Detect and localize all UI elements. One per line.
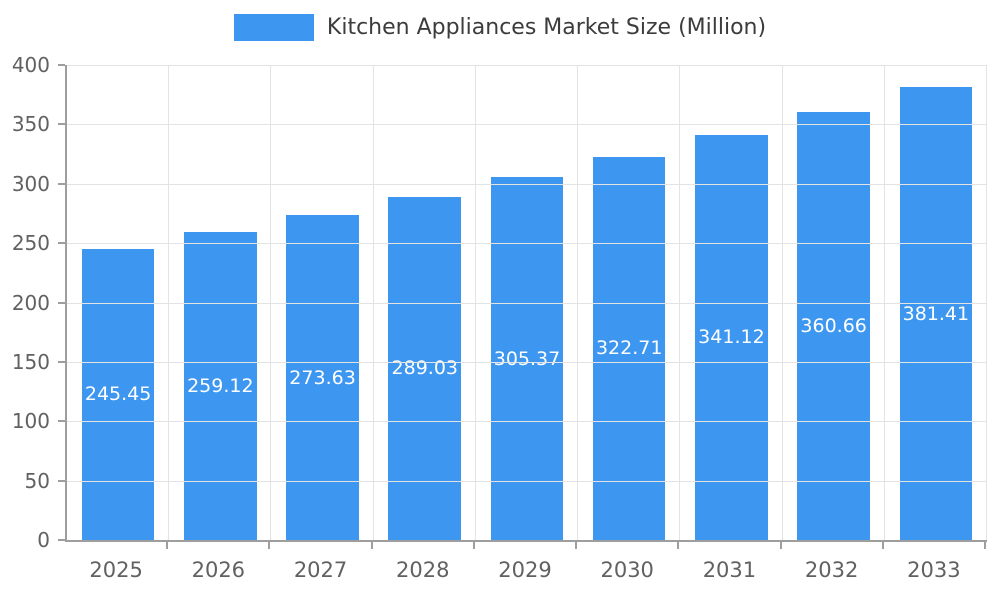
- gridline-horizontal: [67, 183, 987, 185]
- x-tick-label: 2026: [191, 558, 246, 582]
- x-axis: 2025 2026 2027 2028 2029 2030 2031 2032 2033: [65, 542, 986, 592]
- y-axis: 0 50 100 150 200 250 300 350 400: [0, 0, 65, 600]
- gridline-vertical: [679, 65, 681, 540]
- x-tick-mark: [268, 542, 271, 549]
- gridline-vertical: [372, 65, 374, 540]
- chart-legend: Kitchen Appliances Market Size (Million): [0, 14, 1000, 41]
- y-tick-mark: [58, 360, 65, 363]
- gridline-vertical: [781, 65, 783, 540]
- y-tick-label: 250: [11, 231, 50, 256]
- chart-title: Kitchen Appliances Market Size (Million): [326, 15, 767, 40]
- x-tick-label: 2030: [600, 558, 654, 582]
- y-tick-mark: [58, 420, 65, 423]
- y-tick-mark: [58, 479, 65, 482]
- x-tick-mark: [370, 542, 373, 549]
- y-tick-label: 350: [11, 112, 50, 137]
- bar-slot: 322.71: [578, 65, 680, 540]
- bar: 273.63: [286, 215, 359, 540]
- x-tick-mark: [575, 542, 578, 549]
- x-tick-mark: [166, 542, 169, 549]
- bar-slot: 259.12: [169, 65, 271, 540]
- bar-slot: 381.41: [885, 65, 987, 540]
- gridline-vertical: [168, 65, 170, 540]
- bar-value-label: 259.12: [187, 375, 254, 398]
- gridline-vertical: [883, 65, 885, 540]
- x-tick-mark: [677, 542, 680, 549]
- y-tick-label: 200: [11, 290, 50, 315]
- bar: 360.66: [797, 111, 870, 540]
- gridline-vertical: [474, 65, 476, 540]
- x-tick-label: 2033: [907, 558, 961, 582]
- legend-swatch: [233, 14, 314, 41]
- y-tick-label: 100: [11, 409, 50, 434]
- gridline-vertical: [986, 65, 987, 540]
- y-tick-mark: [58, 64, 65, 66]
- plot-area: 245.45 259.12 273.63 289.03 305.37 322.71 341.…: [65, 65, 987, 542]
- bar-value-label: 360.66: [800, 314, 867, 337]
- bar-slot: 360.66: [783, 65, 885, 540]
- x-tick-mark: [984, 542, 986, 549]
- bar-value-label: 305.37: [493, 347, 561, 370]
- x-tick-mark: [472, 542, 475, 549]
- x-tick-label: 2032: [804, 558, 859, 582]
- gridline-horizontal: [67, 243, 987, 245]
- bar: 341.12: [695, 134, 768, 540]
- x-tick-label: 2027: [293, 558, 348, 582]
- bar: 245.45: [81, 248, 155, 540]
- y-tick-label: 300: [11, 171, 50, 196]
- y-tick-label: 50: [24, 468, 50, 493]
- y-tick-mark: [58, 301, 65, 304]
- bar-value-label: 322.71: [595, 337, 663, 360]
- gridline-vertical: [577, 65, 579, 540]
- bar: 322.71: [592, 156, 666, 540]
- bar-value-label: 381.41: [902, 302, 970, 325]
- bar: 381.41: [899, 87, 973, 540]
- x-labels: 2025 2026 2027 2028 2029 2030 2031 2032 2033: [65, 558, 985, 582]
- gridline-vertical: [270, 65, 272, 540]
- y-tick-mark: [58, 123, 65, 126]
- bar-slot: 305.37: [476, 65, 578, 540]
- bar-value-label: 341.12: [698, 326, 765, 349]
- gridline-horizontal: [67, 421, 987, 423]
- x-tick-label: 2025: [89, 558, 143, 582]
- bar-value-label: 245.45: [84, 383, 152, 406]
- bar: 289.03: [388, 196, 462, 540]
- bar-slot: 273.63: [271, 65, 373, 540]
- bar-value-label: 273.63: [289, 366, 356, 389]
- bar: 305.37: [490, 177, 564, 540]
- y-tick-mark: [58, 242, 65, 245]
- y-tick-mark: [58, 182, 65, 185]
- bar-slot: 289.03: [374, 65, 476, 540]
- bar-value-label: 289.03: [391, 357, 459, 380]
- x-ticks: [65, 542, 986, 549]
- x-tick-label: 2028: [396, 558, 450, 582]
- x-tick-mark: [779, 542, 782, 549]
- gridline-horizontal: [67, 65, 987, 66]
- bar-slot: 341.12: [680, 65, 782, 540]
- x-tick-label: 2031: [702, 558, 757, 582]
- gridline-horizontal: [67, 480, 987, 482]
- bars-container: 245.45 259.12 273.63 289.03 305.37 322.71 341.…: [67, 65, 987, 540]
- bar-slot: 245.45: [67, 65, 169, 540]
- y-tick-label: 0: [37, 528, 50, 552]
- x-tick-mark: [881, 542, 884, 549]
- y-tick-mark: [58, 539, 65, 541]
- y-tick-label: 150: [11, 349, 50, 374]
- gridline-horizontal: [67, 302, 987, 304]
- x-tick-label: 2029: [498, 558, 552, 582]
- gridline-horizontal: [67, 124, 987, 126]
- bar: 259.12: [184, 232, 257, 540]
- y-tick-label: 400: [11, 53, 50, 77]
- gridline-horizontal: [67, 361, 987, 363]
